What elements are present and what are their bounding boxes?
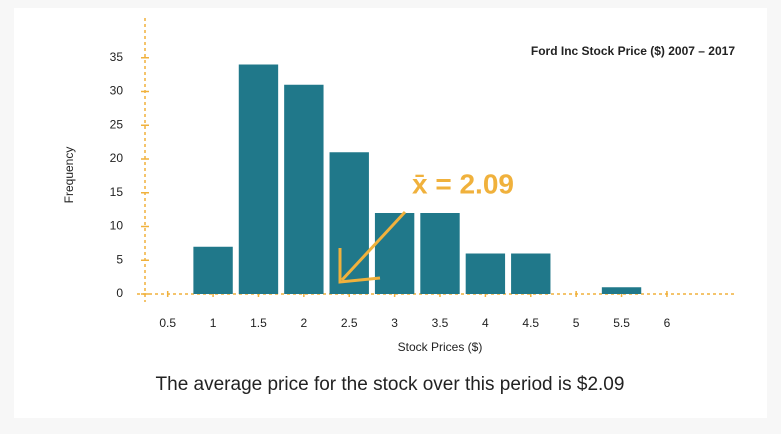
x-tick-label: 5.5: [613, 316, 630, 330]
y-tick-label: 20: [110, 151, 124, 165]
x-tick-label: 2.5: [341, 316, 358, 330]
y-tick-label: 25: [110, 117, 124, 131]
bar: [601, 287, 642, 294]
caption: The average price for the stock over thi…: [156, 374, 625, 395]
y-tick-label: 0: [116, 286, 123, 300]
x-axis-label: Stock Prices ($): [398, 340, 483, 354]
x-tick-label: 5: [573, 316, 580, 330]
y-tick-label: 10: [110, 219, 124, 233]
bar: [238, 64, 279, 294]
x-tick-label: 3.5: [432, 316, 449, 330]
bar: [511, 253, 551, 294]
y-tick-label: 30: [110, 84, 124, 98]
x-tick-label: 0.5: [159, 316, 176, 330]
x-tick-label: 6: [664, 316, 671, 330]
bar: [284, 84, 324, 294]
arrow-head: [338, 248, 381, 284]
arrow-shaft: [340, 210, 407, 282]
y-tick-label: 5: [116, 252, 123, 266]
x-tick-label: 4: [482, 316, 489, 330]
bar: [465, 253, 506, 294]
bar: [193, 246, 233, 294]
y-tick-label: 35: [110, 50, 124, 64]
x-tick-label: 4.5: [522, 316, 539, 330]
x-tick-label: 2: [301, 316, 308, 330]
x-tick-label: 1.5: [250, 316, 267, 330]
bar: [374, 213, 415, 294]
chart-title: Ford Inc Stock Price ($) 2007 – 2017: [531, 44, 735, 58]
x-tick-label: 1: [210, 316, 217, 330]
y-tick-label: 15: [110, 185, 124, 199]
bar: [420, 213, 460, 294]
annotation: x̄ = 2.09: [412, 168, 514, 199]
y-axis-label: Frequency: [62, 147, 76, 204]
x-tick-label: 3: [391, 316, 398, 330]
